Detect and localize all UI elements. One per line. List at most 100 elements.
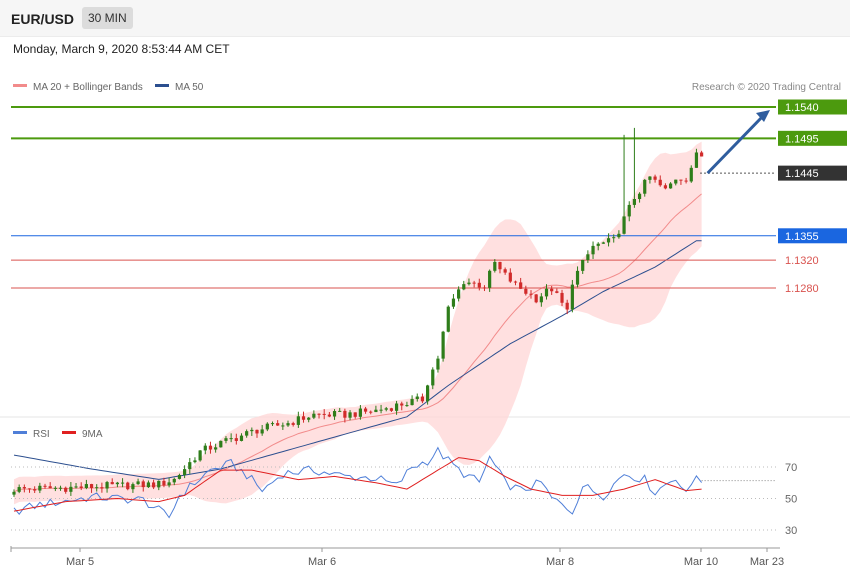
candle-body bbox=[281, 425, 285, 427]
candle-body bbox=[643, 179, 647, 194]
overlay-layer: 1.1540 1.1495 1.1445 1.1355 1.1320 1.1280 bbox=[706, 99, 847, 295]
candle-body bbox=[120, 482, 125, 484]
candle-body bbox=[136, 481, 140, 485]
candle-body bbox=[12, 491, 16, 495]
candle-body bbox=[219, 440, 223, 448]
candle-body bbox=[270, 423, 275, 425]
candle-body bbox=[539, 296, 543, 303]
candle-body bbox=[472, 282, 476, 284]
candle-body bbox=[312, 413, 316, 418]
candle-body bbox=[167, 482, 171, 486]
candle-body bbox=[110, 482, 114, 485]
candle-body bbox=[301, 416, 306, 420]
candle-body bbox=[632, 199, 636, 205]
candle-body bbox=[291, 423, 295, 425]
candle-body bbox=[296, 416, 300, 425]
candle-body bbox=[229, 438, 233, 440]
level-tag-target bbox=[778, 130, 847, 146]
level-tag-pivot bbox=[778, 228, 847, 244]
candle-body bbox=[529, 293, 533, 295]
candle-body bbox=[322, 413, 326, 415]
candle-body bbox=[317, 413, 321, 415]
candle-body bbox=[141, 481, 145, 488]
candle-body bbox=[348, 412, 352, 418]
candle-body bbox=[498, 261, 502, 270]
candle-body bbox=[286, 423, 290, 426]
ma-layer bbox=[13, 193, 702, 493]
candle-body bbox=[674, 179, 678, 184]
legend-label-ma50: MA 50 bbox=[175, 82, 204, 93]
candle-body bbox=[627, 204, 631, 217]
candle-body bbox=[544, 288, 549, 297]
candle-body bbox=[503, 269, 507, 273]
candle-body bbox=[420, 396, 425, 402]
candle-body bbox=[637, 193, 642, 200]
candle-body bbox=[668, 183, 673, 189]
candle-body bbox=[22, 487, 26, 489]
candle-body bbox=[384, 408, 388, 410]
level-tag-target bbox=[778, 99, 847, 115]
candle-body bbox=[250, 429, 254, 432]
candle-body bbox=[338, 410, 342, 412]
candle-body bbox=[276, 423, 280, 426]
level-label-pivot: 1.1355 bbox=[785, 231, 819, 243]
legend-label-9ma: 9MA bbox=[82, 429, 103, 440]
candle-body bbox=[353, 412, 357, 417]
timeframe-button[interactable]: 30 MIN bbox=[82, 7, 133, 29]
bollinger-band bbox=[14, 141, 702, 505]
candle-body bbox=[327, 414, 331, 417]
candle-body bbox=[374, 409, 378, 413]
candle-body bbox=[488, 270, 492, 288]
candle-body bbox=[508, 272, 512, 282]
legend-swatch-9ma bbox=[62, 431, 76, 434]
rsi-tick-label: 70 bbox=[785, 462, 797, 474]
candle-body bbox=[426, 385, 430, 402]
x-tick-label: Mar 6 bbox=[308, 556, 336, 568]
legend-label-rsi: RSI bbox=[33, 429, 50, 440]
candle-body bbox=[622, 216, 626, 234]
candle-body bbox=[617, 233, 621, 238]
candle-body bbox=[369, 411, 373, 413]
projection-arrow-head bbox=[756, 110, 770, 122]
candle-body bbox=[601, 242, 605, 244]
candle-body bbox=[208, 445, 213, 450]
x-tick-label: Mar 5 bbox=[66, 556, 94, 568]
candle-body bbox=[38, 485, 42, 491]
candle-body bbox=[653, 176, 657, 180]
legend-label-ma20: MA 20 + Bollinger Bands bbox=[33, 82, 143, 93]
legend-swatch-rsi bbox=[13, 431, 27, 434]
candle-body bbox=[467, 282, 471, 285]
candle-body bbox=[663, 185, 668, 189]
candle-body bbox=[193, 460, 197, 463]
candle-body bbox=[575, 270, 580, 285]
candle-body bbox=[162, 480, 166, 486]
candle-body bbox=[462, 284, 466, 290]
x-tick-label: Mar 8 bbox=[546, 556, 574, 568]
candle-body bbox=[265, 423, 269, 430]
candle-body bbox=[234, 438, 238, 441]
candle-body bbox=[700, 152, 704, 157]
candle-body bbox=[89, 484, 94, 489]
candle-body bbox=[43, 485, 47, 487]
candle-body bbox=[151, 482, 156, 488]
candle-body bbox=[534, 294, 538, 303]
rsi-series-9ma bbox=[13, 457, 702, 512]
rsi-layer: 70 50 30 bbox=[11, 446, 797, 537]
rsi-series-rsi bbox=[13, 446, 702, 519]
candle-body bbox=[431, 369, 435, 386]
candle-body bbox=[188, 462, 192, 470]
candle-body bbox=[394, 403, 399, 411]
candle-body bbox=[457, 289, 461, 299]
candle-body bbox=[27, 488, 32, 490]
candle-body bbox=[79, 486, 83, 488]
candle-body bbox=[648, 176, 652, 180]
candle-body bbox=[95, 487, 99, 489]
candle-body bbox=[586, 254, 590, 260]
candle-body bbox=[198, 450, 202, 461]
candle-body bbox=[606, 238, 611, 243]
candle-body bbox=[400, 403, 404, 406]
candle-body bbox=[214, 447, 218, 450]
candle-body bbox=[441, 331, 445, 359]
candle-body bbox=[48, 486, 52, 489]
